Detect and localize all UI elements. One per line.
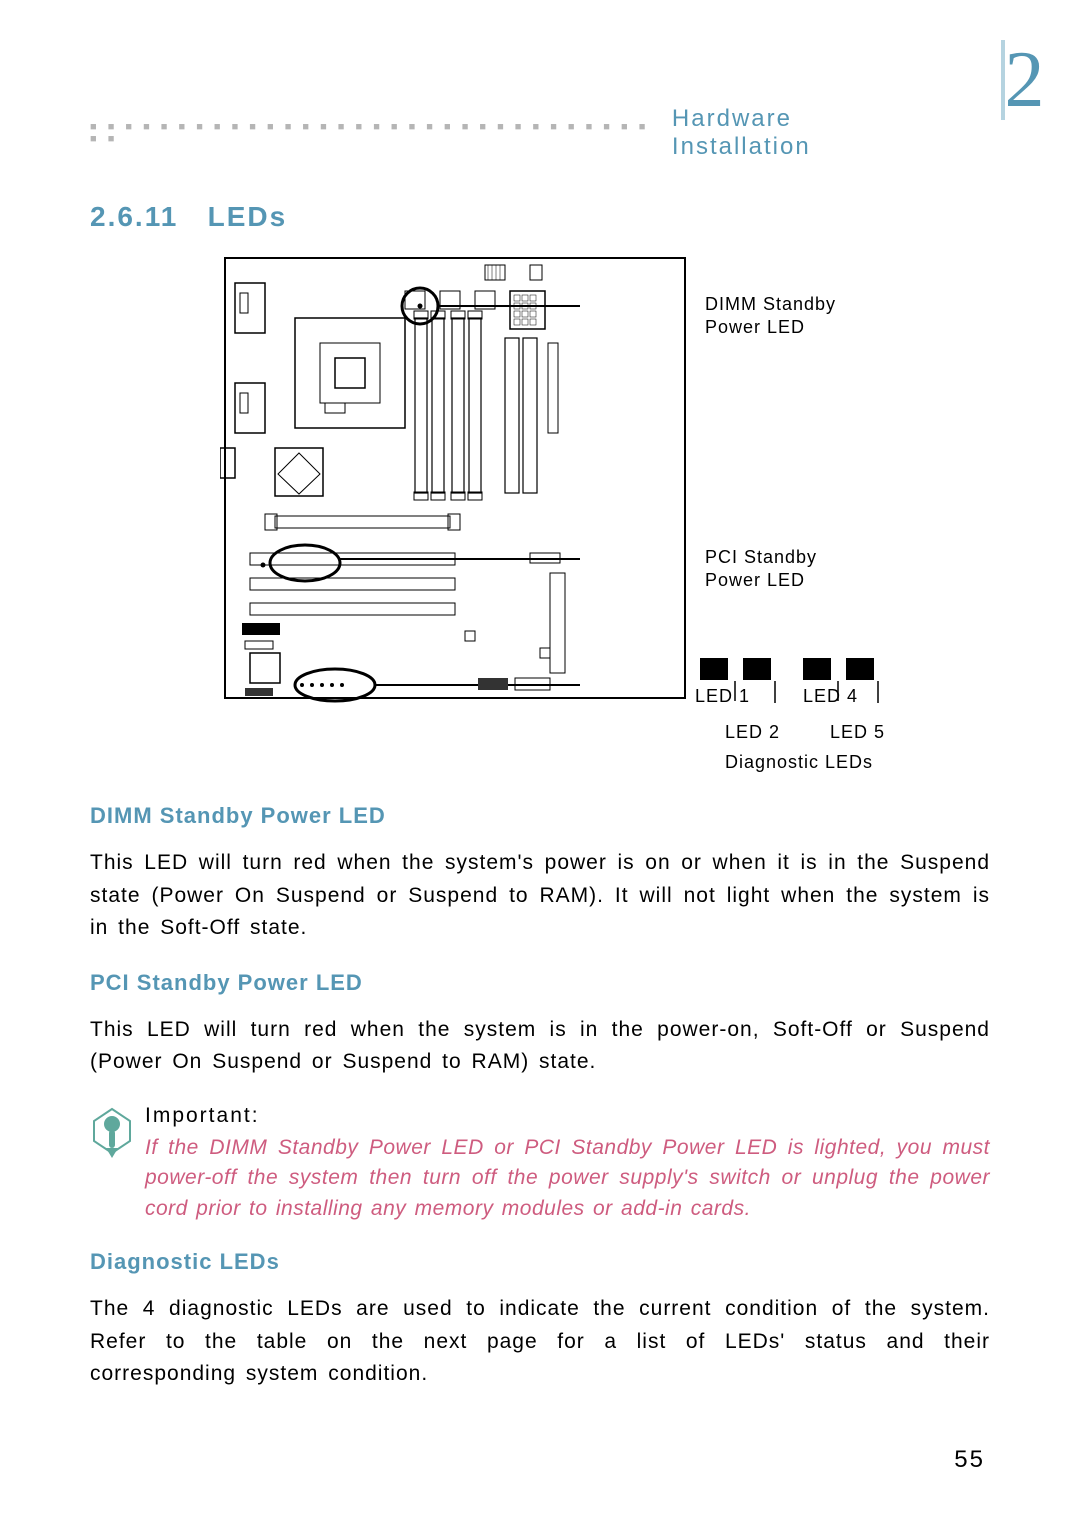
led1-label: LED 1 [695,685,750,708]
led4-label: LED 4 [803,685,858,708]
section-number: 2.6.11 [90,201,178,232]
diag-led-label: Diagnostic LEDs [725,751,873,774]
section-title: 2.6.11 LEDs [90,201,990,233]
header-text: Hardware Installation [672,105,930,161]
dimm-led-label: DIMM Standby Power LED [705,293,836,340]
chapter-number: 2 [1001,40,1046,120]
led2-label: LED 2 [725,721,780,744]
page-number: 55 [954,1446,985,1474]
dimm-subtitle: DIMM Standby Power LED [90,803,990,829]
diag-body: The 4 diagnostic LEDs are used to indica… [90,1293,990,1391]
pci-led-label: PCI Standby Power LED [705,546,817,593]
led5-label: LED 5 [830,721,885,744]
section-name: LEDs [208,201,288,232]
dimm-body: This LED will turn red when the system's… [90,847,990,945]
motherboard-diagram: DIMM Standby Power LED PCI Standby Power… [190,253,890,773]
diag-subtitle: Diagnostic LEDs [90,1249,990,1275]
pci-body: This LED will turn red when the system i… [90,1014,990,1079]
page-header: ■ ■ ■ ■ ■ ■ ■ ■ ■ ■ ■ ■ ■ ■ ■ ■ ■ ■ ■ ■ … [90,105,990,161]
important-note: Important: If the DIMM Standby Power LED… [90,1104,990,1224]
important-icon [90,1104,145,1224]
important-text: If the DIMM Standby Power LED or PCI Sta… [145,1133,990,1224]
important-label: Important: [145,1104,990,1128]
pci-subtitle: PCI Standby Power LED [90,970,990,996]
header-decoration: ■ ■ ■ ■ ■ ■ ■ ■ ■ ■ ■ ■ ■ ■ ■ ■ ■ ■ ■ ■ … [90,121,664,145]
motherboard-svg [220,253,690,703]
